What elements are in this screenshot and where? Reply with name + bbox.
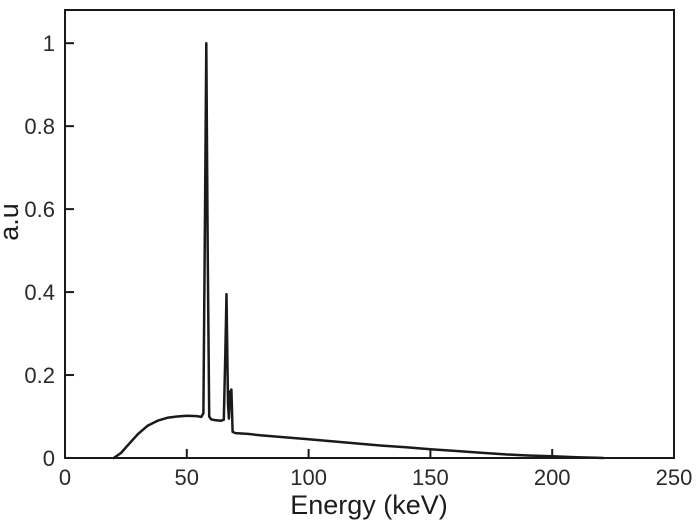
y-tick-label: 1: [43, 31, 55, 56]
y-tick-label: 0.4: [24, 280, 55, 305]
spectrum-line: [112, 41, 605, 460]
y-tick-label: 0.2: [24, 363, 55, 388]
y-tick-label: 0.6: [24, 197, 55, 222]
x-tick-label: 50: [175, 465, 199, 490]
x-tick-label: 0: [59, 465, 71, 490]
x-axis-title: Energy (keV): [290, 490, 448, 520]
y-tick-label: 0.8: [24, 114, 55, 139]
x-tick-label: 150: [412, 465, 449, 490]
x-tick-label: 100: [290, 465, 327, 490]
y-axis-title: a.u: [0, 203, 24, 241]
x-tick-label: 250: [656, 465, 693, 490]
plot-border: [64, 9, 675, 459]
x-tick-label: 200: [534, 465, 571, 490]
y-tick-label: 0: [43, 446, 55, 471]
